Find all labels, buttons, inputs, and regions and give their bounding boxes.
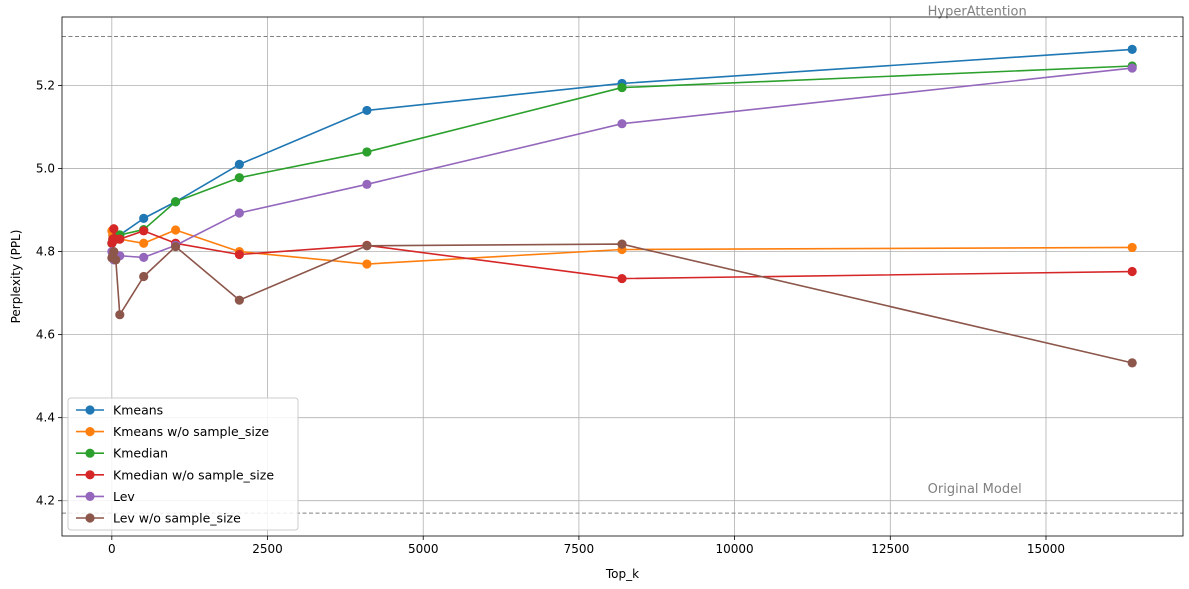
x-axis-label: Top_k	[605, 567, 639, 581]
series	[107, 63, 1137, 265]
data-point	[234, 208, 244, 218]
legend-box	[67, 397, 299, 531]
y-axis-label: Perplexity (PPL)	[9, 230, 23, 324]
y-tick-label: 4.6	[36, 328, 55, 342]
series	[107, 44, 1137, 248]
data-point	[115, 310, 125, 320]
ticks: 0 2500 5000 7500 10000 12500 15000 4.2 4.4 4.6 4.8…	[36, 79, 1065, 556]
x-tick-label: 0	[108, 542, 116, 556]
data-point	[1127, 358, 1137, 368]
legend-label: Kmeans w/o sample_size	[113, 424, 269, 439]
data-point	[362, 147, 372, 157]
legend-label: Lev	[113, 489, 135, 504]
data-point	[109, 246, 119, 257]
data-point	[234, 173, 244, 183]
plot-frame	[61, 16, 1184, 537]
legend-swatch-marker	[85, 405, 95, 415]
data-point	[111, 255, 121, 265]
legend-item: Kmeans w/o sample_size	[76, 424, 269, 439]
y-tick-label: 4.8	[36, 245, 55, 259]
series-line	[111, 65, 1133, 244]
data-point	[139, 271, 149, 282]
series	[107, 239, 1137, 368]
data-point	[1127, 242, 1137, 253]
data-point	[1127, 266, 1137, 277]
legend-item: Kmedian	[76, 446, 168, 461]
data-point	[1127, 44, 1137, 54]
reference-line-label: Original Model	[928, 482, 1022, 497]
data-point	[617, 239, 627, 249]
data-point	[170, 225, 181, 235]
legend-swatch-marker	[85, 448, 95, 458]
x-tick-label: 2500	[252, 542, 283, 556]
data-point	[139, 252, 149, 263]
x-tick-label: 10000	[716, 542, 754, 556]
x-tick-label: 5000	[408, 542, 439, 556]
legend-swatch-marker	[85, 470, 95, 480]
data-point	[617, 82, 627, 93]
data-point	[234, 295, 244, 305]
legend-swatch-marker	[85, 513, 95, 523]
x-tick-label: 12500	[871, 542, 909, 556]
legend-label: Lev w/o sample_size	[113, 511, 241, 526]
data-point	[362, 105, 372, 116]
data-point	[109, 224, 119, 234]
data-point	[362, 259, 372, 269]
data-point	[234, 249, 244, 260]
x-tick-label: 7500	[564, 542, 595, 556]
y-tick-label: 5.2	[36, 79, 55, 93]
legend-item: Lev w/o sample_size	[76, 511, 241, 526]
data-point	[170, 242, 181, 252]
data-point	[362, 241, 372, 251]
data-point	[139, 226, 149, 236]
legend-item: Kmedian w/o sample_size	[76, 467, 274, 482]
y-tick-label: 5.0	[36, 162, 55, 176]
data-point	[170, 197, 181, 207]
legend-item: Lev	[76, 489, 135, 504]
data-point	[362, 179, 372, 189]
legend-item: Kmeans	[76, 403, 163, 418]
legend-label: Kmedian	[113, 446, 168, 461]
data-point	[139, 213, 149, 223]
data-point	[617, 119, 627, 129]
legend-label: Kmeans	[113, 403, 163, 418]
reference-lines: HyperAttention Original Model	[62, 5, 1183, 514]
series-layer	[107, 44, 1137, 368]
data-point	[139, 238, 149, 248]
reference-line-label: HyperAttention	[928, 5, 1027, 20]
x-tick-label: 15000	[1027, 542, 1065, 556]
series-line	[111, 48, 1133, 244]
legend: Kmeans Kmeans w/o sample_size Kmedian Kmedi…	[67, 397, 299, 531]
legend-label: Kmedian w/o sample_size	[113, 467, 274, 482]
data-point	[1127, 63, 1137, 73]
series-line	[111, 67, 1133, 261]
data-point	[234, 159, 244, 169]
legend-swatch-marker	[85, 491, 95, 501]
series	[107, 224, 1137, 284]
legend-swatch-marker	[85, 427, 95, 437]
y-tick-label: 4.4	[36, 411, 55, 425]
data-point	[115, 234, 125, 244]
y-tick-label: 4.2	[36, 494, 55, 508]
series-line	[111, 243, 1133, 364]
data-point	[617, 273, 627, 284]
